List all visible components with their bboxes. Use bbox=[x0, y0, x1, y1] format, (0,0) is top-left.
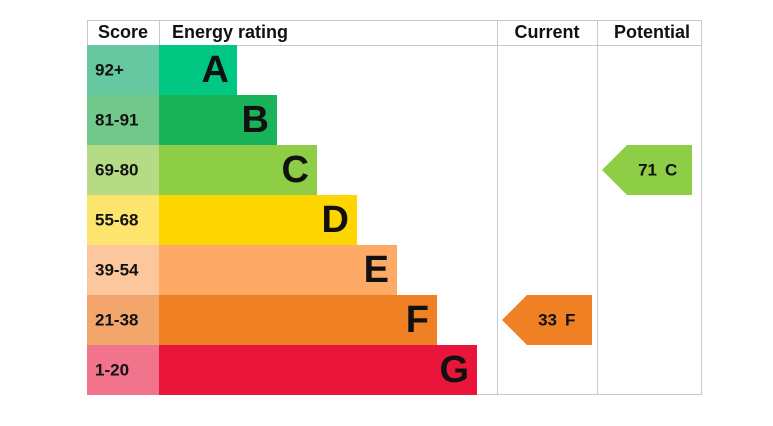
current-arrow bbox=[502, 295, 592, 345]
score-cell bbox=[87, 295, 159, 345]
score-label: 21-38 bbox=[95, 310, 138, 329]
header-score: Score bbox=[98, 22, 148, 42]
rating-bar bbox=[159, 45, 237, 95]
potential-band: C bbox=[665, 160, 677, 179]
score-label: 92+ bbox=[95, 60, 124, 79]
potential-value: 71 bbox=[638, 160, 657, 179]
score-label: 55-68 bbox=[95, 210, 138, 229]
header-potential: Potential bbox=[614, 22, 690, 42]
rating-bar bbox=[159, 245, 397, 295]
header-rating: Energy rating bbox=[172, 22, 288, 42]
current-value: 33 bbox=[538, 310, 557, 329]
rating-letter: E bbox=[364, 249, 389, 291]
potential-arrow bbox=[602, 145, 692, 195]
rating-bar bbox=[159, 195, 357, 245]
rating-letter: B bbox=[242, 99, 269, 141]
score-label: 81-91 bbox=[95, 110, 138, 129]
score-label: 1-20 bbox=[95, 360, 129, 379]
rating-letter: D bbox=[322, 199, 349, 241]
score-cell bbox=[87, 345, 159, 395]
rating-letter: A bbox=[202, 49, 229, 91]
rating-bar bbox=[159, 95, 277, 145]
rating-bar bbox=[159, 145, 317, 195]
score-cell bbox=[87, 95, 159, 145]
score-cell bbox=[87, 45, 159, 95]
current-band: F bbox=[565, 310, 575, 329]
rating-letter: G bbox=[439, 349, 469, 391]
rating-bar bbox=[159, 345, 477, 395]
score-cell bbox=[87, 145, 159, 195]
score-label: 69-80 bbox=[95, 160, 138, 179]
rating-letter: C bbox=[282, 149, 309, 191]
score-cell bbox=[87, 245, 159, 295]
header-current: Current bbox=[514, 22, 579, 42]
score-cell bbox=[87, 195, 159, 245]
rating-letter: F bbox=[406, 299, 429, 341]
score-label: 39-54 bbox=[95, 260, 139, 279]
rating-bar bbox=[159, 295, 437, 345]
